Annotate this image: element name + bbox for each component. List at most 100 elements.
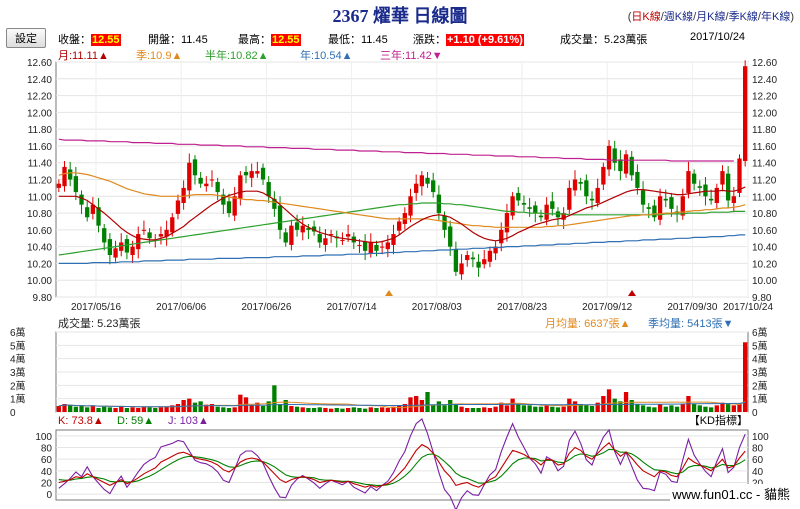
volume-bar	[328, 408, 334, 412]
period-link-1[interactable]: 週K線	[663, 11, 694, 23]
volume-bar	[73, 406, 79, 412]
volume-bar	[260, 406, 266, 412]
candle-body	[221, 194, 226, 205]
candle-body	[96, 207, 101, 226]
candle-body	[414, 183, 419, 193]
volume-bar	[141, 406, 147, 412]
settings-button[interactable]: 設定	[6, 28, 46, 48]
candle-body	[260, 167, 266, 180]
kd-indicator-label: 【KD指標】	[689, 413, 748, 427]
volume-bar	[192, 402, 198, 412]
volume-bar	[538, 406, 544, 412]
candle-body	[357, 244, 362, 246]
date-tick-label: 2017/08/23	[497, 302, 547, 313]
price-tick-right: 11.40	[752, 159, 777, 170]
low-quote: 最低：11.45	[328, 34, 388, 46]
period-links: (日K線/週K線/月K線/季K線/年K線)	[627, 11, 794, 23]
candle-body	[578, 182, 583, 184]
volume-bar	[408, 397, 413, 412]
period-link-3[interactable]: 季K線	[728, 11, 758, 23]
volume-bar	[743, 342, 748, 412]
volume-bar	[306, 408, 311, 412]
volume-bar	[493, 406, 498, 412]
candle-body	[124, 239, 130, 253]
volume-bar	[657, 404, 663, 412]
candle-body	[606, 145, 612, 170]
volume-bar	[527, 405, 532, 412]
candle-body	[663, 198, 668, 201]
candle-body	[669, 197, 674, 209]
period-link-4[interactable]: 年K線	[760, 11, 791, 23]
period-link-0[interactable]: 日K線	[631, 11, 661, 23]
volume-bar	[431, 405, 436, 412]
price-tick-left: 12.40	[27, 75, 52, 86]
candle-body	[175, 200, 181, 214]
candle-body	[595, 187, 600, 203]
candle-body	[170, 217, 175, 233]
volume-bar	[119, 406, 124, 412]
price-tick-right: 9.80	[752, 293, 772, 304]
volume-bar	[379, 407, 385, 412]
volume-bar	[90, 405, 96, 412]
candle-body	[277, 205, 283, 230]
date-tick-label: 2017/10/24	[723, 302, 773, 313]
change-value: +1.10 (+9.61%)	[446, 34, 524, 46]
price-tick-left: 9.80	[33, 293, 53, 304]
candle-body	[119, 242, 124, 251]
price-tick-right: 10.60	[752, 226, 777, 237]
volume-bar	[272, 385, 277, 412]
volume-bar	[102, 406, 107, 412]
volume-bar	[374, 408, 379, 412]
volume-bar	[714, 405, 719, 412]
volume-tick-right: 0	[752, 408, 758, 419]
volume-bar	[323, 408, 328, 412]
high-quote: 最高：12.55	[238, 34, 301, 46]
candle-body	[385, 242, 390, 250]
kd-d-line	[58, 448, 746, 486]
volume-tick-right: 4萬	[752, 353, 768, 366]
volume-bar	[362, 408, 368, 412]
volume-bar	[68, 405, 73, 412]
watermark: www.fun01.cc - 貓熊	[670, 484, 792, 503]
candle-body	[238, 175, 243, 199]
kd-tick-left: 0	[46, 490, 52, 501]
price-tick-left: 11.40	[28, 159, 53, 170]
volume-bar	[476, 408, 481, 412]
candle-body	[567, 187, 572, 210]
volume-bar	[640, 405, 646, 412]
kd-panel-frame	[55, 429, 749, 501]
candle-body	[164, 229, 169, 237]
candle-body	[379, 246, 385, 248]
volume-bar	[708, 407, 714, 412]
kd-tick-left: 60	[41, 455, 53, 466]
volume-bar	[584, 405, 589, 412]
price-tick-left: 11.20	[28, 176, 53, 187]
kd-j-line	[58, 417, 746, 509]
volume-bar	[629, 400, 634, 412]
candle-body	[612, 148, 617, 163]
volume-bar	[465, 408, 470, 412]
volume-bar	[175, 404, 181, 412]
period-link-2[interactable]: 月K線	[696, 11, 726, 23]
candle-body	[198, 177, 203, 184]
candle-body	[215, 182, 220, 193]
volume-tick-right: 5萬	[752, 339, 768, 352]
volume-bar	[544, 405, 549, 412]
candle-body	[623, 154, 629, 174]
volume-quarter-avg: 季均量: 5413張▼	[648, 317, 733, 330]
price-tick-right: 12.60	[752, 58, 777, 69]
ma-year-line	[58, 234, 746, 264]
volume-bar	[85, 407, 90, 412]
price-tick-right: 11.00	[752, 192, 777, 203]
volume-bar	[226, 408, 232, 412]
volume-tick-left: 0	[10, 408, 16, 419]
candle-body	[697, 186, 702, 188]
volume-tick-left: 4萬	[10, 353, 26, 366]
kd-tick-left: 80	[41, 444, 53, 455]
price-tick-right: 11.80	[752, 125, 777, 136]
volume-bar	[731, 405, 736, 412]
ma-month-label: 月:11.11▲	[58, 50, 109, 62]
candle-body	[345, 234, 351, 237]
open-quote: 開盤：11.45	[148, 34, 208, 46]
volume-bar	[277, 404, 283, 412]
